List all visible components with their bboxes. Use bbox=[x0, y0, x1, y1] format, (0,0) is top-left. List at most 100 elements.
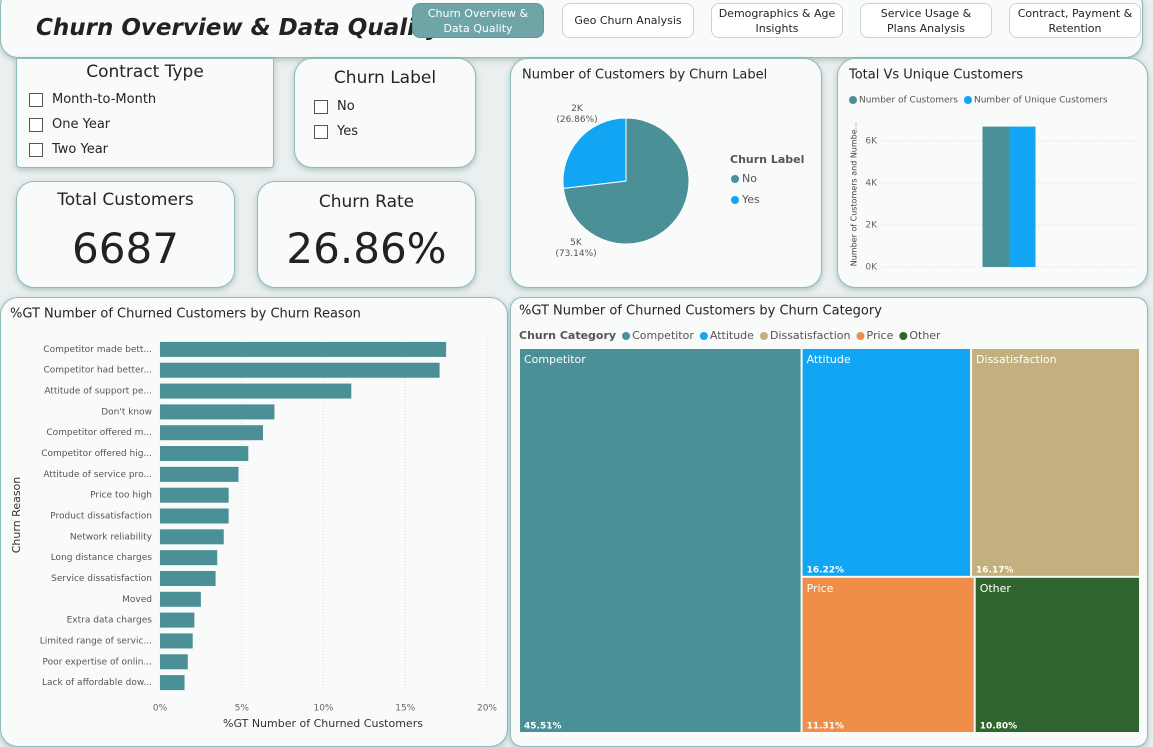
y-tick-label: Competitor made bett... bbox=[43, 345, 152, 355]
data-label: 45.51% bbox=[524, 722, 562, 732]
y-tick-label: Competitor offered hig... bbox=[41, 449, 152, 459]
legend-label: Number of Unique Customers bbox=[974, 96, 1108, 106]
checkbox[interactable] bbox=[29, 117, 43, 132]
slicer: Churn Label No Yes bbox=[294, 58, 476, 168]
x-tick-label: 20% bbox=[477, 704, 497, 714]
nav-tab[interactable]: Service Usage & Plans Analysis bbox=[860, 3, 992, 38]
x-tick-label: 15% bbox=[395, 704, 415, 714]
bar bbox=[160, 529, 224, 545]
slicer-option[interactable]: One Year bbox=[29, 117, 110, 132]
nav-tab[interactable]: Geo Churn Analysis bbox=[562, 3, 694, 38]
checkbox[interactable] bbox=[314, 99, 328, 114]
legend-title: Churn Category bbox=[519, 329, 616, 342]
slicer-title: Contract Type bbox=[86, 62, 204, 82]
pie-slice bbox=[562, 117, 627, 189]
y-tick-label: Moved bbox=[122, 595, 152, 605]
y-tick-label: Poor expertise of onlin... bbox=[43, 657, 153, 667]
card-label: Churn Rate bbox=[318, 192, 415, 212]
option-label: No bbox=[337, 99, 355, 114]
cell-label: Dissatisfaction bbox=[976, 353, 1057, 366]
chart-title: Number of Customers by Churn Label bbox=[522, 68, 767, 83]
y-tick-label: Competitor had better... bbox=[43, 366, 152, 376]
x-tick-label: 10% bbox=[313, 704, 333, 714]
y-axis-title: Churn Reason bbox=[10, 477, 23, 554]
data-label: 2K (26.86%) bbox=[556, 104, 598, 125]
bar bbox=[160, 612, 195, 628]
option-label: Month-to-Month bbox=[52, 92, 157, 107]
slicer-option[interactable]: Two Year bbox=[29, 142, 108, 157]
option-label: Yes bbox=[337, 124, 358, 139]
y-tick-label: Long distance charges bbox=[51, 553, 153, 563]
bar bbox=[160, 404, 275, 420]
data-label: 11.31% bbox=[807, 722, 845, 732]
x-axis-title: %GT Number of Churned Customers bbox=[223, 717, 423, 730]
legend-label: Dissatisfaction bbox=[770, 329, 851, 342]
x-tick-label: 5% bbox=[235, 704, 250, 714]
y-tick-label: 2K bbox=[865, 221, 878, 231]
legend-marker bbox=[849, 96, 857, 104]
bar bbox=[160, 487, 229, 503]
slicer-title: Churn Label bbox=[333, 68, 437, 88]
bar bbox=[160, 341, 447, 357]
chart-title: %GT Number of Churned Customers by Churn… bbox=[519, 304, 882, 319]
y-tick-label: 4K bbox=[865, 179, 878, 189]
chart-title: Total Vs Unique Customers bbox=[848, 68, 1023, 83]
nav-tab[interactable]: Demographics & Age Insights bbox=[711, 3, 843, 38]
card-value: 26.86% bbox=[286, 224, 447, 273]
y-tick-label: Limited range of servic... bbox=[40, 636, 152, 646]
legend-title: Churn Label bbox=[730, 153, 804, 166]
legend-marker bbox=[699, 332, 708, 340]
y-tick-label: Service dissatisfaction bbox=[51, 574, 152, 584]
legend-label: Yes bbox=[741, 193, 760, 206]
option-label: Two Year bbox=[52, 142, 109, 157]
legend-marker bbox=[622, 332, 631, 340]
x-tick-label: 0% bbox=[153, 704, 168, 714]
y-tick-label: 0K bbox=[865, 263, 878, 273]
treemap-cell bbox=[975, 577, 1139, 732]
slicer-option[interactable]: No bbox=[314, 99, 355, 114]
cell-label: Competitor bbox=[524, 353, 586, 366]
legend-label: Competitor bbox=[632, 329, 694, 342]
y-tick-label: Price too high bbox=[90, 491, 152, 501]
bar bbox=[160, 591, 201, 607]
y-tick-label: 6K bbox=[865, 137, 878, 147]
data-label: 16.22% bbox=[807, 565, 845, 575]
y-tick-label: Extra data charges bbox=[67, 616, 153, 626]
bar bbox=[160, 633, 193, 649]
legend-label: Attitude bbox=[710, 329, 754, 342]
bar bbox=[160, 675, 185, 691]
data-label: 5K (73.14%) bbox=[555, 238, 597, 259]
checkbox[interactable] bbox=[29, 142, 43, 157]
bar bbox=[160, 446, 249, 462]
bar bbox=[160, 425, 264, 441]
data-label: 10.80% bbox=[980, 722, 1018, 732]
option-label: One Year bbox=[52, 117, 111, 132]
bar bbox=[160, 466, 239, 482]
slicer-option[interactable]: Yes bbox=[314, 124, 358, 139]
bar bbox=[160, 570, 216, 586]
treemap-cell bbox=[802, 349, 971, 576]
bar bbox=[160, 508, 229, 524]
treemap-cell bbox=[802, 577, 974, 732]
legend-label: Price bbox=[867, 329, 894, 342]
nav-tab[interactable]: Churn Overview & Data Quality bbox=[412, 3, 544, 38]
legend-label: Other bbox=[909, 329, 941, 342]
checkbox[interactable] bbox=[29, 92, 43, 107]
y-tick-label: Product dissatisfaction bbox=[50, 512, 152, 522]
y-tick-label: Attitude of support pe... bbox=[44, 387, 152, 397]
checkbox[interactable] bbox=[314, 124, 328, 139]
slicer-option[interactable]: Month-to-Month bbox=[29, 92, 156, 107]
slicer: Contract Type Month-to-Month One Year Tw… bbox=[16, 58, 274, 168]
card-label: Total Customers bbox=[57, 190, 194, 210]
legend-marker bbox=[731, 196, 739, 204]
bar bbox=[160, 654, 188, 670]
legend-marker bbox=[759, 332, 768, 340]
card-value: 6687 bbox=[72, 224, 179, 273]
treemap-cell bbox=[972, 349, 1139, 576]
legend-marker bbox=[856, 332, 865, 340]
page-title: Churn Overview & Data Quality bbox=[36, 15, 441, 41]
y-tick-label: Attitude of service pro... bbox=[43, 470, 152, 480]
nav-tab[interactable]: Contract, Payment & Retention bbox=[1009, 3, 1141, 38]
cell-label: Attitude bbox=[807, 353, 851, 366]
